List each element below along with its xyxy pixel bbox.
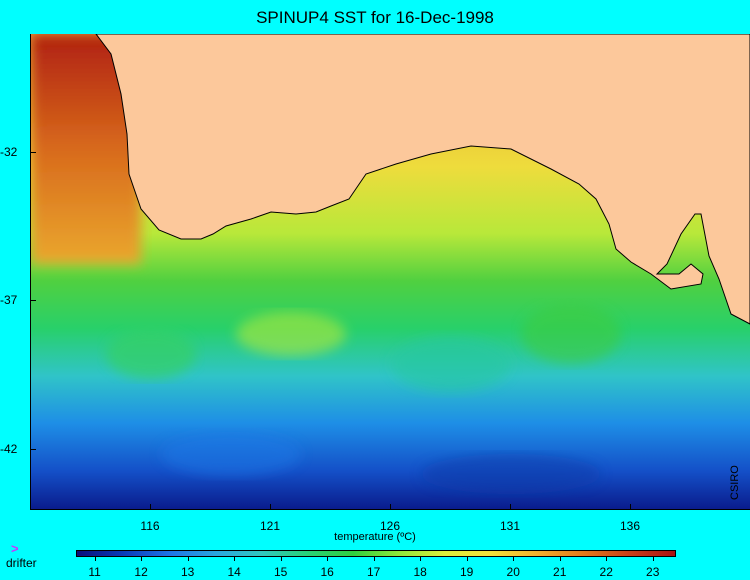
credit-label: CSIRO xyxy=(729,465,741,500)
sst-map-svg xyxy=(31,34,750,509)
colorbar-tick-mark xyxy=(606,557,608,561)
sst-map xyxy=(30,34,750,510)
x-tick-mark xyxy=(270,504,271,510)
colorbar-tick-mark xyxy=(652,557,654,561)
x-tick-label: 136 xyxy=(619,519,641,533)
colorbar-tick-mark xyxy=(280,557,282,561)
colorbar-tick-mark xyxy=(327,557,329,561)
temperature-colorbar xyxy=(76,550,676,557)
y-tick-mark xyxy=(30,449,36,450)
colorbar-tick-mark xyxy=(466,557,468,561)
colorbar-tick-label: 15 xyxy=(273,565,288,579)
eddy-feature xyxy=(421,454,601,494)
colorbar-tick-mark xyxy=(187,557,189,561)
colorbar-tick-label: 11 xyxy=(88,565,101,579)
colorbar-tick-label: 19 xyxy=(460,565,474,579)
y-tick-mark xyxy=(30,152,36,153)
colorbar-tick-label: 14 xyxy=(227,565,241,579)
colorbar-tick-mark xyxy=(373,557,375,561)
drifter-legend-label: drifter xyxy=(6,556,37,570)
eddy-feature xyxy=(521,304,621,364)
map-title: SPINUP4 SST for 16-Dec-1998 xyxy=(256,8,494,27)
colorbar-tick-label: 22 xyxy=(599,565,613,579)
x-axis-label: temperature (ºC) xyxy=(334,531,416,543)
eddy-feature xyxy=(236,312,346,356)
x-tick-mark xyxy=(510,504,511,510)
x-tick-label: 131 xyxy=(499,519,521,533)
y-tick-mark xyxy=(30,300,36,301)
colorbar-tick-label: 23 xyxy=(646,565,660,579)
x-tick-mark xyxy=(150,504,151,510)
drifter-arrow-icon: > xyxy=(11,541,19,556)
eddy-feature xyxy=(161,432,301,476)
colorbar-tick-mark xyxy=(234,557,236,561)
x-tick-mark xyxy=(390,504,391,510)
x-tick-label: 116 xyxy=(140,519,160,533)
y-tick-label: -32 xyxy=(0,145,18,159)
x-tick-label: 126 xyxy=(379,519,401,533)
y-tick-label: -42 xyxy=(0,442,18,456)
colorbar-tick-label: 18 xyxy=(413,565,427,579)
colorbar-tick-mark xyxy=(559,557,561,561)
colorbar-tick-label: 16 xyxy=(320,565,334,579)
australian-landmass xyxy=(95,34,750,325)
eddy-feature xyxy=(391,336,511,392)
eddy-feature xyxy=(106,329,196,379)
colorbar-tick-label: 13 xyxy=(180,565,195,579)
colorbar-tick-mark xyxy=(513,557,515,561)
colorbar-tick-mark xyxy=(420,557,422,561)
y-tick-label: -37 xyxy=(0,293,18,307)
colorbar-tick-label: 17 xyxy=(366,565,381,579)
colorbar-tick-mark xyxy=(141,557,143,561)
x-tick-mark xyxy=(630,504,631,510)
x-tick-label: 121 xyxy=(259,519,281,533)
colorbar-tick-label: 20 xyxy=(506,565,520,579)
colorbar-tick-mark xyxy=(94,557,96,561)
colorbar-tick-label: 21 xyxy=(553,565,567,579)
colorbar-tick-label: 12 xyxy=(134,565,148,579)
